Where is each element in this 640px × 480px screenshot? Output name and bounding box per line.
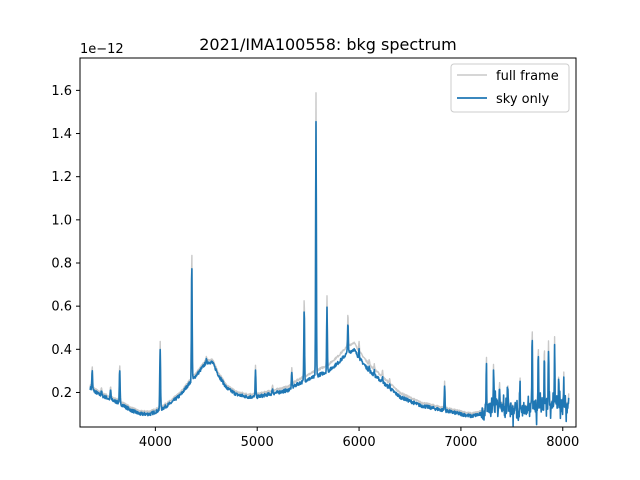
- x-tick-label: 4000: [139, 435, 172, 450]
- y-tick-label: 0.6: [51, 300, 72, 315]
- plot-frame: [79, 57, 577, 428]
- y-tick-label: 1.6: [51, 84, 72, 99]
- x-tick-label: 8000: [546, 435, 579, 450]
- y-tick-label: 1.4: [51, 127, 72, 142]
- plot-lines: [89, 92, 570, 427]
- y-offset-label: 1e−12: [80, 42, 124, 57]
- x-tick-label: 6000: [343, 435, 376, 450]
- y-tick-label: 1.2: [51, 170, 72, 185]
- y-tick-label: 1.0: [51, 213, 72, 228]
- y-axis: 0.2 0.4 0.6 0.8 1.0 1.2 1.4 1.6: [51, 84, 80, 401]
- chart-title: 2021/IMA100558: bkg spectrum: [199, 35, 457, 54]
- y-tick-label: 0.4: [51, 343, 72, 358]
- legend-label-sky-only: sky only: [496, 92, 549, 107]
- legend-box: [450, 63, 570, 113]
- y-tick-label: 0.8: [51, 257, 72, 272]
- legend: full frame sky only: [450, 63, 570, 113]
- x-axis: 4000 5000 6000 7000 8000: [139, 427, 579, 450]
- x-tick-label: 7000: [444, 435, 477, 450]
- series-sky-only: [89, 120, 570, 427]
- legend-label-full-frame: full frame: [496, 69, 559, 84]
- y-tick-label: 0.2: [51, 386, 72, 401]
- x-tick-label: 5000: [241, 435, 274, 450]
